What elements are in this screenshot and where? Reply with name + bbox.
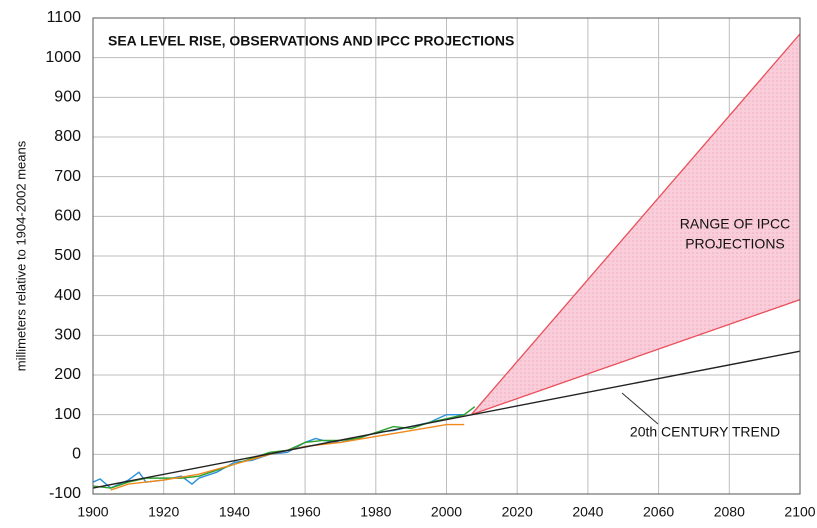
y-tick-label: -100 [49,485,81,502]
annotation: PROJECTIONS [685,236,785,252]
y-tick-label: 600 [54,208,81,225]
chart-title: SEA LEVEL RISE, OBSERVATIONS AND IPCC PR… [108,33,514,49]
range-edge [470,33,801,416]
x-tick-label: 2060 [643,504,674,520]
series-line [92,350,801,489]
x-tick-label: 1960 [290,504,321,520]
plot-frame [92,17,801,495]
y-tick-label: 1000 [45,49,81,66]
y-tick-label: 800 [54,128,81,145]
x-tick-label: 2100 [784,504,815,520]
x-tick-label: 2040 [572,504,603,520]
y-tick-label: 1100 [47,9,82,26]
y-tick-label: 500 [54,247,81,264]
x-tick-label: 2020 [502,504,533,520]
y-tick-label: 0 [72,446,81,463]
x-tick-label: 1900 [77,504,108,520]
x-tick-label: 1980 [360,504,391,520]
x-tick-label: 1920 [148,504,179,520]
y-axis-label: millimeters relative to 1904-2002 means [13,140,28,371]
y-tick-label: 200 [54,366,81,383]
series-line [92,406,476,489]
x-tick-label: 1940 [219,504,250,520]
y-tick-label: 400 [54,287,81,304]
annotation-pointer [621,392,659,425]
y-tick-label: 300 [54,327,81,344]
x-tick-label: 2080 [714,504,745,520]
range-edge [471,299,801,416]
y-tick-label: 900 [54,89,81,106]
y-tick-label: 100 [54,406,81,423]
y-tick-label: 700 [54,168,81,185]
annotation: 20th CENTURY TREND [630,424,780,440]
annotation: RANGE OF IPCC [680,216,790,232]
x-tick-label: 2000 [431,504,462,520]
